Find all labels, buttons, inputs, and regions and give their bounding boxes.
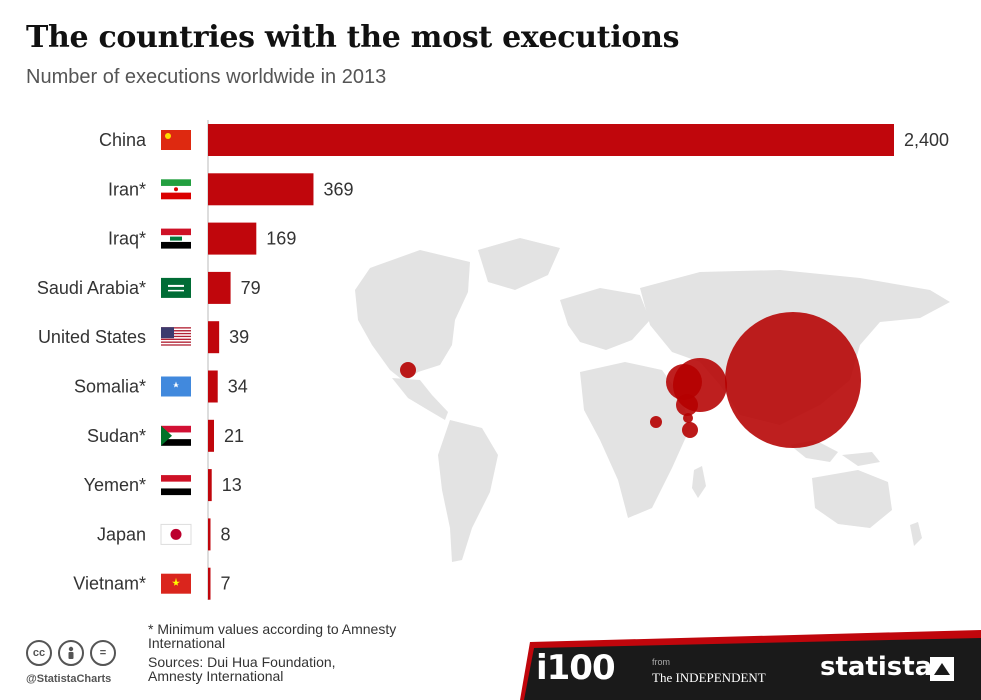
value-label: 8 — [221, 524, 231, 544]
footnote-line-2: International — [148, 635, 226, 651]
statista-handle: @StatistaCharts — [26, 673, 112, 685]
bar — [208, 173, 314, 206]
category-label: Japan — [97, 524, 146, 544]
bar-chart: China 2,400 Iran* 369 Iraq* 169 Saudi Arabia* 7… — [37, 120, 949, 600]
cc-icon: cc — [26, 640, 52, 666]
sudan-flag-icon — [161, 425, 191, 446]
bar — [208, 518, 211, 551]
category-label: Iran* — [108, 179, 146, 199]
japan-flag-icon — [160, 523, 192, 545]
from-label: from — [652, 657, 670, 667]
category-label: Yemen* — [84, 475, 146, 495]
category-label: Vietnam* — [73, 574, 146, 594]
source-line-1: Sources: Dui Hua Foundation, — [148, 654, 336, 670]
footer-dark-band — [524, 638, 981, 700]
category-label: Saudi Arabia* — [37, 278, 146, 298]
footer-banner — [520, 630, 981, 700]
bar — [208, 271, 231, 304]
i100-logo: i100 — [536, 648, 616, 688]
person-icon — [68, 646, 74, 659]
bar — [208, 469, 212, 502]
category-label: Iraq* — [108, 229, 146, 249]
category-label: Somalia* — [74, 377, 146, 397]
bars-group: China 2,400 Iran* 369 Iraq* 169 Saudi Arabia* 7… — [37, 124, 949, 600]
saudi-arabia-flag-icon — [161, 277, 191, 298]
bar — [208, 321, 220, 354]
value-label: 79 — [241, 278, 261, 298]
sudan-bubble — [650, 416, 662, 428]
saudi-arabia-bubble — [676, 394, 698, 416]
attribution-icon — [58, 640, 84, 666]
footnote-line-1: * Minimum values according to Amnesty — [148, 621, 397, 637]
no-derivatives-icon: = — [90, 640, 116, 666]
statista-logo: statista — [820, 652, 933, 682]
iraq-bubble — [666, 364, 702, 400]
bar — [208, 419, 215, 452]
iran-flag-icon — [161, 179, 191, 200]
category-label: United States — [38, 327, 146, 347]
category-label: China — [99, 130, 147, 150]
iraq-flag-icon — [161, 228, 191, 249]
value-label: 2,400 — [904, 130, 949, 150]
independent-logo: The INDEPENDENT — [652, 670, 766, 685]
map-bubbles — [400, 312, 861, 448]
value-label: 169 — [266, 229, 296, 249]
somalia-flag-icon — [161, 376, 191, 397]
china-bubble — [725, 312, 861, 448]
category-label: Sudan* — [87, 426, 146, 446]
value-label: 21 — [224, 426, 244, 446]
bar — [208, 124, 894, 156]
value-label: 39 — [229, 327, 249, 347]
yemen-bubble — [683, 413, 693, 423]
bar — [208, 370, 218, 403]
value-label: 369 — [323, 179, 353, 199]
yemen-flag-icon — [161, 475, 191, 496]
bar — [208, 222, 257, 255]
somalia-bubble — [682, 422, 698, 438]
map-land — [355, 238, 950, 562]
united-states-flag-icon — [161, 327, 191, 348]
china-flag-icon — [161, 130, 191, 150]
vietnam-flag-icon — [161, 573, 191, 594]
value-label: 13 — [222, 475, 242, 495]
chart-title: The countries with the most executions — [26, 20, 680, 55]
statista-mark-icon — [930, 657, 954, 681]
united-states-bubble — [400, 362, 416, 378]
value-label: 34 — [228, 377, 248, 397]
bar — [208, 567, 211, 600]
chart-subtitle: Number of executions worldwide in 2013 — [26, 66, 387, 88]
license-icons: cc = — [26, 640, 116, 666]
value-label: 7 — [221, 574, 231, 594]
source-line-2: Amnesty International — [148, 668, 284, 684]
